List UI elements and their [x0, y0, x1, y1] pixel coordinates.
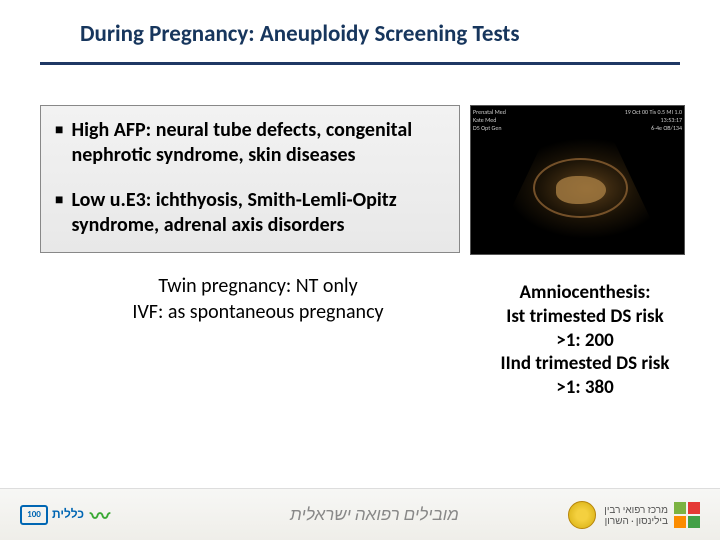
ultrasound-left-text: Prenatal Med Kate Med D5 Opt Gen: [473, 108, 506, 136]
rabin-line: בילינסון · השרון: [604, 515, 668, 526]
content-area: ■ High AFP: neural tube defects, congeni…: [0, 65, 720, 404]
left-column: ■ High AFP: neural tube defects, congeni…: [40, 105, 460, 404]
heartbeat-icon: 〰: [90, 500, 110, 529]
rabin-logo: מרכז רפואי רבין בילינסון · השרון: [604, 502, 700, 528]
note-line: Twin pregnancy: NT only: [64, 273, 452, 299]
notes-box: Twin pregnancy: NT only IVF: as spontane…: [40, 267, 460, 331]
rabin-line: מרכז רפואי רבין: [604, 504, 668, 515]
medal-icon: [568, 501, 596, 529]
clalit-text: כללית: [52, 507, 84, 522]
amnio-heading: Amniocenthesis:: [472, 281, 698, 305]
clalit-100-box: 100: [20, 505, 48, 525]
bullet-text: Low u.E3: ichthyosis, Smith-Lemli-Opitz …: [71, 188, 445, 238]
amnio-line: Ist trimested DS risk: [472, 305, 698, 329]
bullet-text: High AFP: neural tube defects, congenita…: [71, 118, 445, 168]
amnio-value: >1: 200: [472, 329, 698, 353]
bullet-item: ■ High AFP: neural tube defects, congeni…: [55, 118, 445, 168]
clalit-logo: 100 כללית 〰: [20, 500, 110, 529]
bullet-item: ■ Low u.E3: ichthyosis, Smith-Lemli-Opit…: [55, 188, 445, 238]
rabin-squares-icon: [674, 502, 700, 528]
bullet-marker: ■: [55, 191, 63, 238]
note-line: IVF: as spontaneous pregnancy: [64, 299, 452, 325]
amniocentesis-box: Amniocenthesis: Ist trimested DS risk >1…: [470, 277, 700, 404]
amnio-value: >1: 380: [472, 376, 698, 400]
bullet-box: ■ High AFP: neural tube defects, congeni…: [40, 105, 460, 253]
ultrasound-fetus: [556, 176, 606, 204]
bullet-marker: ■: [55, 121, 63, 168]
rabin-text: מרכז רפואי רבין בילינסון · השרון: [604, 504, 668, 526]
ultrasound-right-text: 19 Oct 00 Tis 0.5 MI 1.0 13:53:17 6-4e O…: [625, 108, 682, 136]
footer-right-logos: מרכז רפואי רבין בילינסון · השרון: [568, 501, 700, 529]
footer-center-text: מובילים רפואה ישראלית: [290, 504, 459, 525]
amnio-line: IInd trimested DS risk: [472, 352, 698, 376]
slide-title: During Pregnancy: Aneuploidy Screening T…: [80, 20, 680, 48]
ultrasound-image: Prenatal Med Kate Med D5 Opt Gen 19 Oct …: [470, 105, 685, 255]
footer-bar: 100 כללית 〰 מובילים רפואה ישראלית מרכז ר…: [0, 488, 720, 540]
ultrasound-overlay-text: Prenatal Med Kate Med D5 Opt Gen 19 Oct …: [473, 108, 682, 136]
right-column: Prenatal Med Kate Med D5 Opt Gen 19 Oct …: [470, 105, 700, 404]
footer-left-logos: 100 כללית 〰: [20, 500, 110, 529]
title-area: During Pregnancy: Aneuploidy Screening T…: [0, 0, 720, 56]
